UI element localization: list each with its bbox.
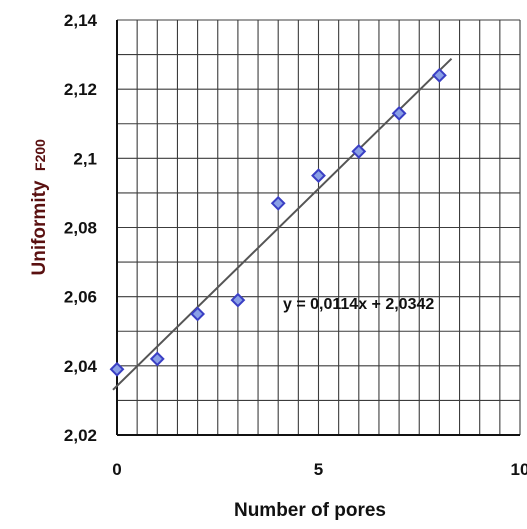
data-point — [431, 67, 447, 83]
data-point — [351, 144, 367, 159]
x-axis-title: Number of pores — [234, 500, 386, 521]
x-tick-label: 0 — [112, 460, 121, 479]
y-tick-label: 2,04 — [64, 357, 98, 376]
grid — [116, 19, 521, 436]
data-point — [190, 306, 206, 322]
x-tick-label: 5 — [314, 460, 323, 479]
tick-labels: 0 5 10 2,02 2,04 2,06 2,08 2,1 2,12 2,14 — [64, 11, 527, 479]
y-tick-label: 2,06 — [64, 288, 97, 307]
data-point — [230, 292, 246, 308]
y-tick-label: 2,08 — [64, 219, 97, 238]
data-point — [311, 168, 326, 184]
y-tick-label: 2,14 — [64, 11, 98, 30]
data-point — [109, 361, 125, 377]
y-tick-label: 2,02 — [64, 426, 97, 445]
data-point — [391, 105, 407, 121]
data-point — [149, 351, 165, 367]
data-points — [109, 67, 447, 377]
data-point — [270, 195, 286, 211]
trendline-equation: y = 0,0114x + 2,0342 — [283, 296, 434, 313]
y-axis-title: Uniformity — [29, 180, 50, 275]
x-tick-label: 10 — [511, 460, 527, 479]
y-axis-subscript: F200 — [32, 139, 48, 171]
y-tick-label: 2,12 — [64, 80, 97, 99]
y-tick-label: 2,1 — [73, 149, 97, 168]
